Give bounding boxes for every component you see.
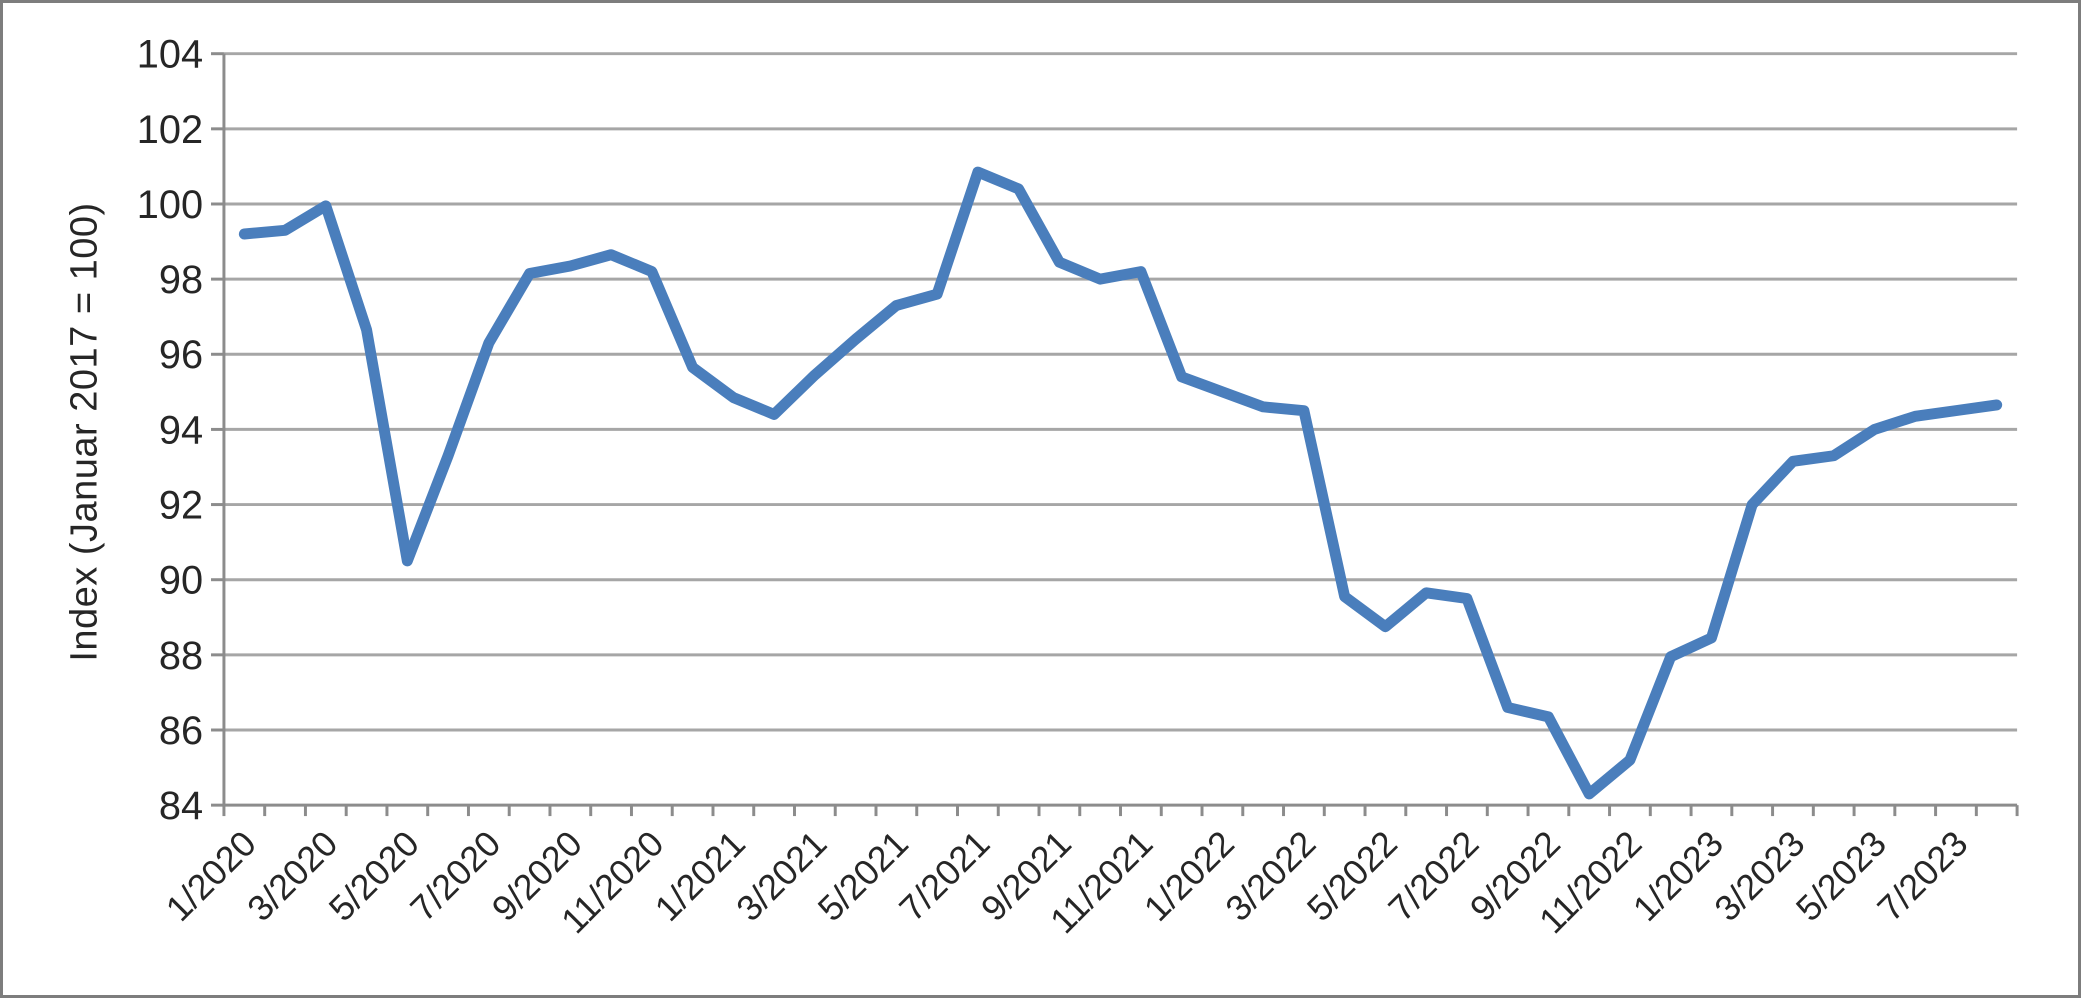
y-tick-label: 92: [159, 483, 203, 527]
y-tick-label: 104: [137, 33, 203, 77]
y-tick-label: 98: [159, 258, 203, 302]
y-tick-label: 90: [159, 559, 203, 603]
y-tick-label: 86: [159, 709, 203, 753]
x-tick-label: 1/2021: [647, 823, 753, 929]
x-tick-label: 5/2023: [1788, 823, 1894, 929]
x-tick-label: 3/2022: [1218, 823, 1324, 929]
x-tick-label: 5/2021: [810, 823, 916, 929]
y-axis-title: Index (Januar 2017 = 100): [63, 202, 106, 662]
index-data-line: [238, 166, 2003, 800]
x-tick-label: 3/2023: [1707, 823, 1813, 929]
x-tick-label: 3/2021: [729, 823, 835, 929]
chart-svg: 84868890929496981001021041/20203/20205/2…: [137, 33, 2019, 941]
x-tick-label: 7/2020: [403, 823, 509, 929]
y-tick-label: 94: [159, 408, 203, 452]
x-tick-label: 1/2022: [1136, 823, 1242, 929]
y-tick-label: 102: [137, 108, 203, 152]
y-tick-label: 88: [159, 634, 203, 678]
y-tick-label: 100: [137, 183, 203, 227]
x-tick-label: 3/2020: [240, 823, 346, 929]
y-tick-label: 96: [159, 333, 203, 377]
x-tick-label: 1/2023: [1625, 823, 1731, 929]
x-tick-label: 7/2022: [1381, 823, 1487, 929]
y-tick-label: 84: [159, 784, 203, 828]
x-tick-label: 7/2023: [1870, 823, 1976, 929]
x-tick-label: 5/2020: [321, 823, 427, 929]
x-tick-label: 5/2022: [1299, 823, 1405, 929]
x-tick-label: 1/2020: [158, 823, 264, 929]
x-tick-label: 7/2021: [892, 823, 998, 929]
